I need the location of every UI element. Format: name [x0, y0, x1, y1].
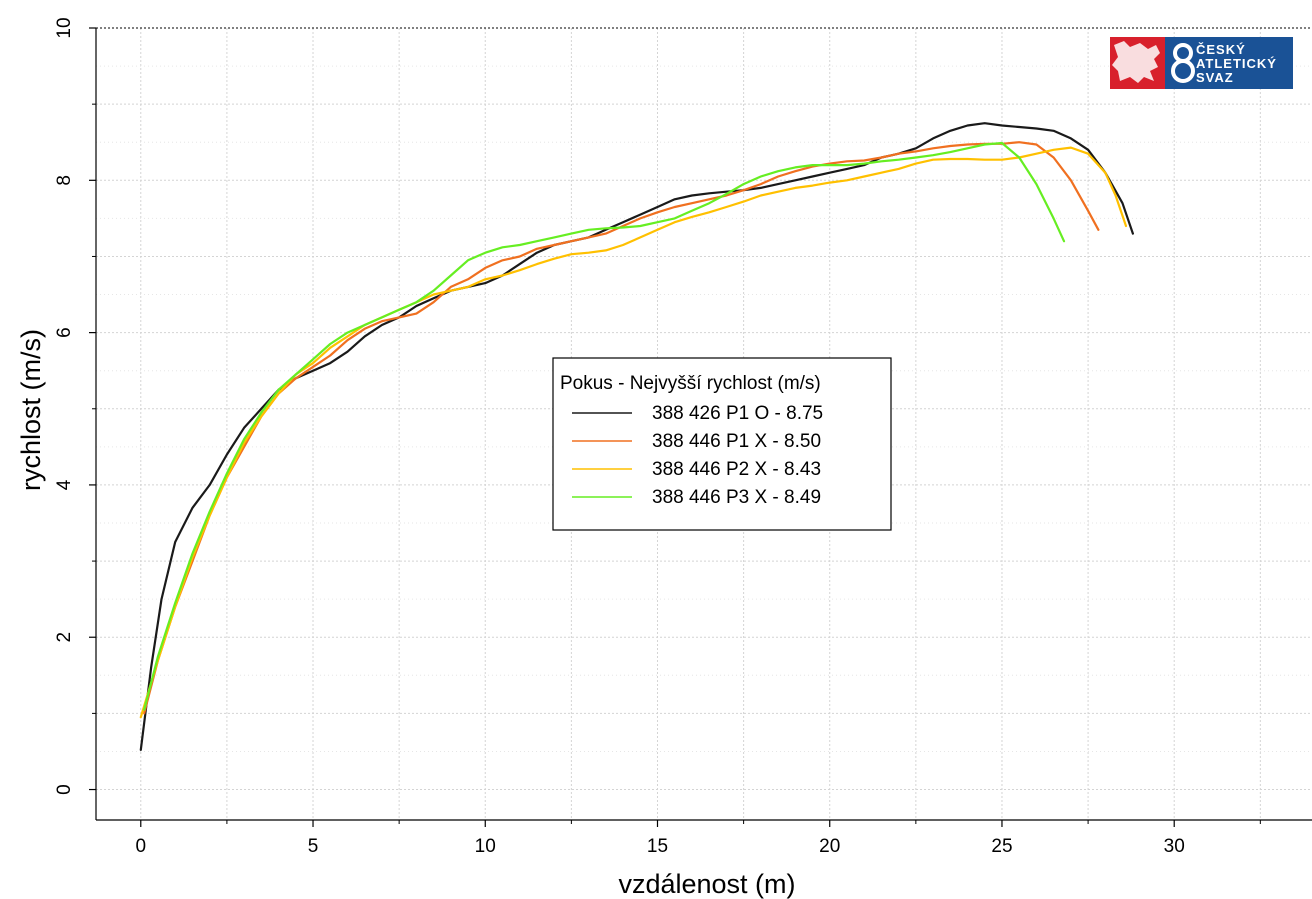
y-tick-label: 6 [54, 327, 75, 338]
x-tick-label: 30 [1164, 836, 1185, 857]
x-tick-label: 5 [308, 836, 319, 857]
ticks: 0 5 10 15 20 25 30 0 2 4 6 8 10 [54, 17, 1261, 857]
x-tick-label: 20 [819, 836, 840, 857]
x-tick-label: 25 [991, 836, 1012, 857]
y-tick-label: 2 [54, 632, 75, 643]
y-tick-label: 8 [54, 175, 75, 186]
logo-text-line-2: ATLETICKÝ [1196, 56, 1277, 71]
legend-box [552, 357, 892, 531]
legend-label-1: 388 426 P1 O - 8.75 [652, 403, 823, 424]
legend: Pokus - Nejvyšší rychlost (m/s) 388 426 … [552, 357, 892, 531]
legend-items: 388 426 P1 O - 8.75 388 446 P1 X - 8.50 38… [572, 403, 823, 508]
series-lines [139, 122, 1134, 751]
y-axis-title: rychlost (m/s) [16, 329, 46, 491]
logo-ring-bottom [1171, 59, 1195, 83]
x-tick-label: 10 [475, 836, 496, 857]
legend-label-2: 388 446 P1 X - 8.50 [652, 431, 821, 452]
logo-text-line-1: ČESKÝ [1196, 42, 1246, 57]
logo-map-shape [1112, 41, 1160, 83]
x-tick-label: 15 [647, 836, 668, 857]
series-line-4 [143, 141, 1066, 711]
x-tick-label: 0 [135, 836, 146, 857]
y-tick-label: 10 [54, 17, 75, 38]
y-tick-label: 0 [54, 784, 75, 795]
legend-title: Pokus - Nejvyšší rychlost (m/s) [560, 373, 821, 394]
logo-text-line-3: SVAZ [1196, 70, 1234, 85]
axes [95, 27, 1312, 821]
csas-logo: ČESKÝ ATLETICKÝ SVAZ [1110, 37, 1293, 89]
series-line-3 [139, 146, 1128, 719]
y-tick-label: 4 [54, 479, 75, 490]
legend-label-4: 388 446 P3 X - 8.49 [652, 487, 821, 508]
legend-label-3: 388 446 P2 X - 8.43 [652, 459, 821, 480]
series-line-2 [143, 141, 1100, 715]
x-axis-title: vzdálenost (m) [618, 869, 795, 899]
